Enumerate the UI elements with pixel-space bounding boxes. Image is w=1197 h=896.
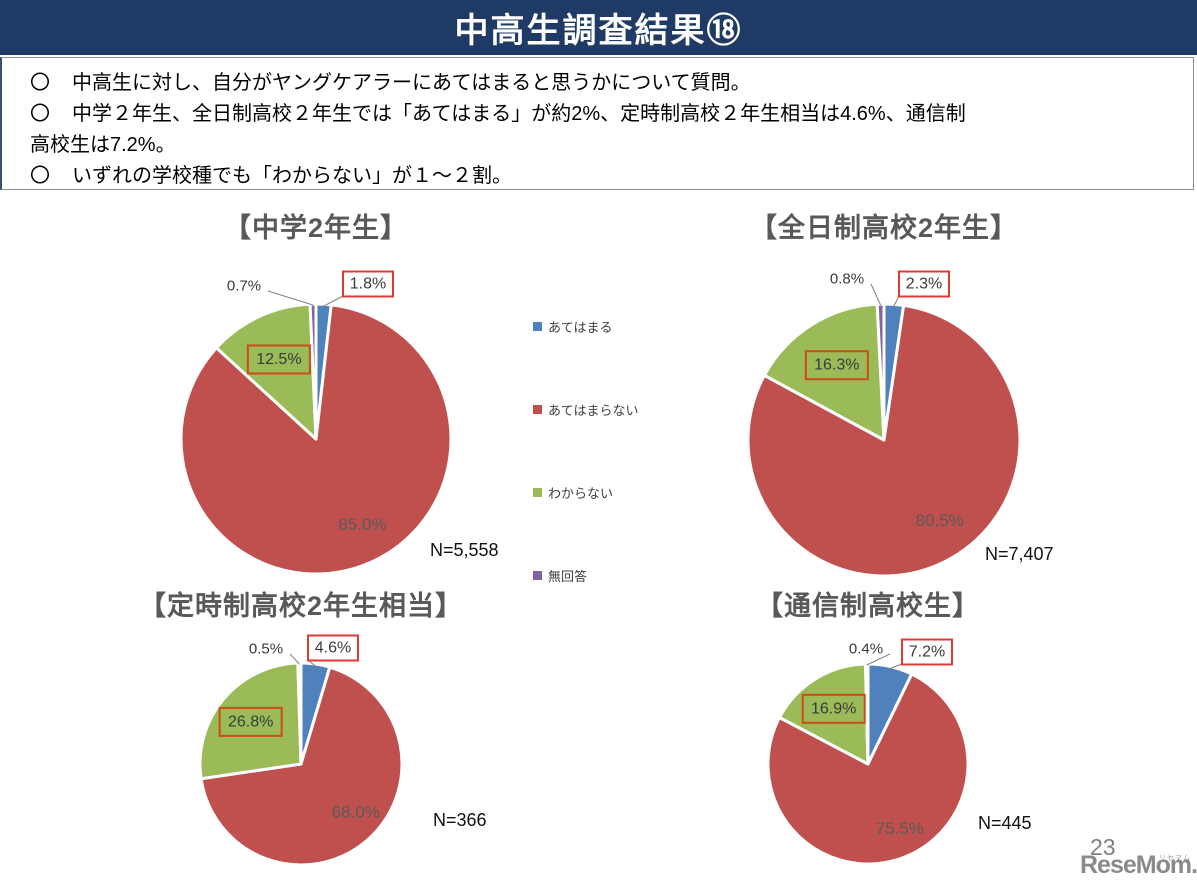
label-highlight-box <box>898 270 950 298</box>
pie-chart: 80.5% 16.3% 2.3% 0.8% <box>746 270 1022 578</box>
slice-label: 16.9% <box>811 700 856 717</box>
pie-slice-わからない <box>214 302 318 441</box>
slice-label: 2.3% <box>906 276 942 293</box>
bullet-text: 中学２年生、全日制高校２年生では「あてはまる」が約2%、定時制高校２年生相当は4… <box>30 103 966 156</box>
slice-label: 12.5% <box>256 351 301 368</box>
pie-slice-あてはまらない <box>199 665 404 867</box>
slice-label: 0.7% <box>227 278 261 295</box>
label-highlight-box <box>804 350 869 381</box>
legend: あてはまるあてはまらない わからない無回答 <box>533 316 638 648</box>
page-title: 中高生調査結果⑱ <box>454 12 743 50</box>
legend-label: 無回答 <box>548 568 588 584</box>
leader-line <box>289 653 300 665</box>
page-number: 23 <box>1090 834 1116 860</box>
sample-size-label: N=366 <box>433 810 487 830</box>
resemom-logo: リセマム ReseMom. <box>1080 851 1197 879</box>
label-highlight-box <box>246 344 311 375</box>
title-banner: 中高生調査結果⑱ <box>0 0 1197 55</box>
legend-item: あてはまる <box>533 316 638 336</box>
chart-title: 【通信制高校生】 <box>756 591 980 621</box>
bullet-marker: 〇 <box>30 103 50 125</box>
pie-slice-わからない <box>762 302 886 442</box>
legend-swatch <box>533 487 542 497</box>
sample-size-label: N=7,407 <box>985 544 1054 564</box>
slice-label: 0.8% <box>830 271 864 288</box>
bullet-item: 〇中高生に対し、自分がヤングケアラーにあてはまると思うかについて質問。 <box>2 68 1183 99</box>
sample-size-label: N=5,558 <box>430 540 499 560</box>
legend-label: わからない <box>548 485 614 501</box>
logo-ruby-text: リセマム <box>1159 855 1191 862</box>
label-highlight-box <box>218 706 283 737</box>
label-highlight-box <box>307 634 359 662</box>
legend-item: あてはまらない <box>533 399 638 419</box>
slice-label: 75.5% <box>876 819 924 838</box>
label-highlight-box <box>342 270 394 298</box>
sample-size-label: N=445 <box>978 813 1032 833</box>
slice-label: 1.8% <box>350 276 386 293</box>
chart-title: 【全日制高校2年生】 <box>749 213 1019 243</box>
slice-label: 16.3% <box>814 357 859 374</box>
slice-label: 85.0% <box>338 515 386 534</box>
legend-item: 無回答 <box>533 565 638 585</box>
slice-label: 0.5% <box>249 641 283 658</box>
bullet-item: 〇中学２年生、全日制高校２年生では「あてはまる」が約2%、定時制高校２年生相当は… <box>2 99 1183 161</box>
legend-label: あてはまらない <box>548 402 639 418</box>
legend-label: あてはまる <box>548 319 613 335</box>
slice-label: 7.2% <box>909 644 945 661</box>
legend-swatch <box>533 570 542 580</box>
bullet-text: 中高生に対し、自分がヤングケアラーにあてはまると思うかについて質問。 <box>72 72 751 94</box>
bullet-item: 〇いずれの学校種でも「わからない」が１～２割。 <box>2 161 1183 192</box>
pie-slice-わからない <box>198 661 303 781</box>
slice-label: 26.8% <box>228 713 273 730</box>
label-highlight-box <box>801 693 866 724</box>
chart-title: 【中学2年生】 <box>223 213 409 243</box>
logo-text: ReseMom. <box>1080 851 1197 879</box>
bullet-marker: 〇 <box>30 72 50 94</box>
bullet-marker: 〇 <box>30 165 50 187</box>
slice-label: 4.6% <box>315 640 351 657</box>
leader-line <box>893 295 900 307</box>
legend-swatch <box>533 321 542 331</box>
legend-item: わからない <box>533 482 638 502</box>
pie-slice-あてはまらない <box>766 672 970 866</box>
slice-label: 68.0% <box>332 802 380 821</box>
pie-chart: 75.5% 16.9% 7.2% 0.4% <box>766 638 970 866</box>
leader-line <box>267 290 314 306</box>
pie-slice-わからない <box>777 662 870 766</box>
slice-label: 80.5% <box>916 511 964 530</box>
leader-line <box>323 295 344 307</box>
pie-chart: 68.0% 26.8% 4.6% 0.5% <box>198 634 404 867</box>
leader-line <box>866 653 891 666</box>
legend-swatch <box>533 404 542 414</box>
bullet-text: いずれの学校種でも「わからない」が１～２割。 <box>72 165 512 187</box>
chart-title: 【定時制高校2年生相当】 <box>138 591 463 621</box>
pie-chart: 85.0% 12.5% 1.8% 0.7% <box>179 270 453 576</box>
slice-label: 0.4% <box>849 641 883 658</box>
pie-slice-無回答 <box>296 661 303 766</box>
label-highlight-box <box>901 638 953 666</box>
leader-line <box>870 283 882 306</box>
summary-box: 〇中高生に対し、自分がヤングケアラーにあてはまると思うかについて質問。 〇中学２… <box>0 57 1194 190</box>
leader-line <box>889 663 903 669</box>
